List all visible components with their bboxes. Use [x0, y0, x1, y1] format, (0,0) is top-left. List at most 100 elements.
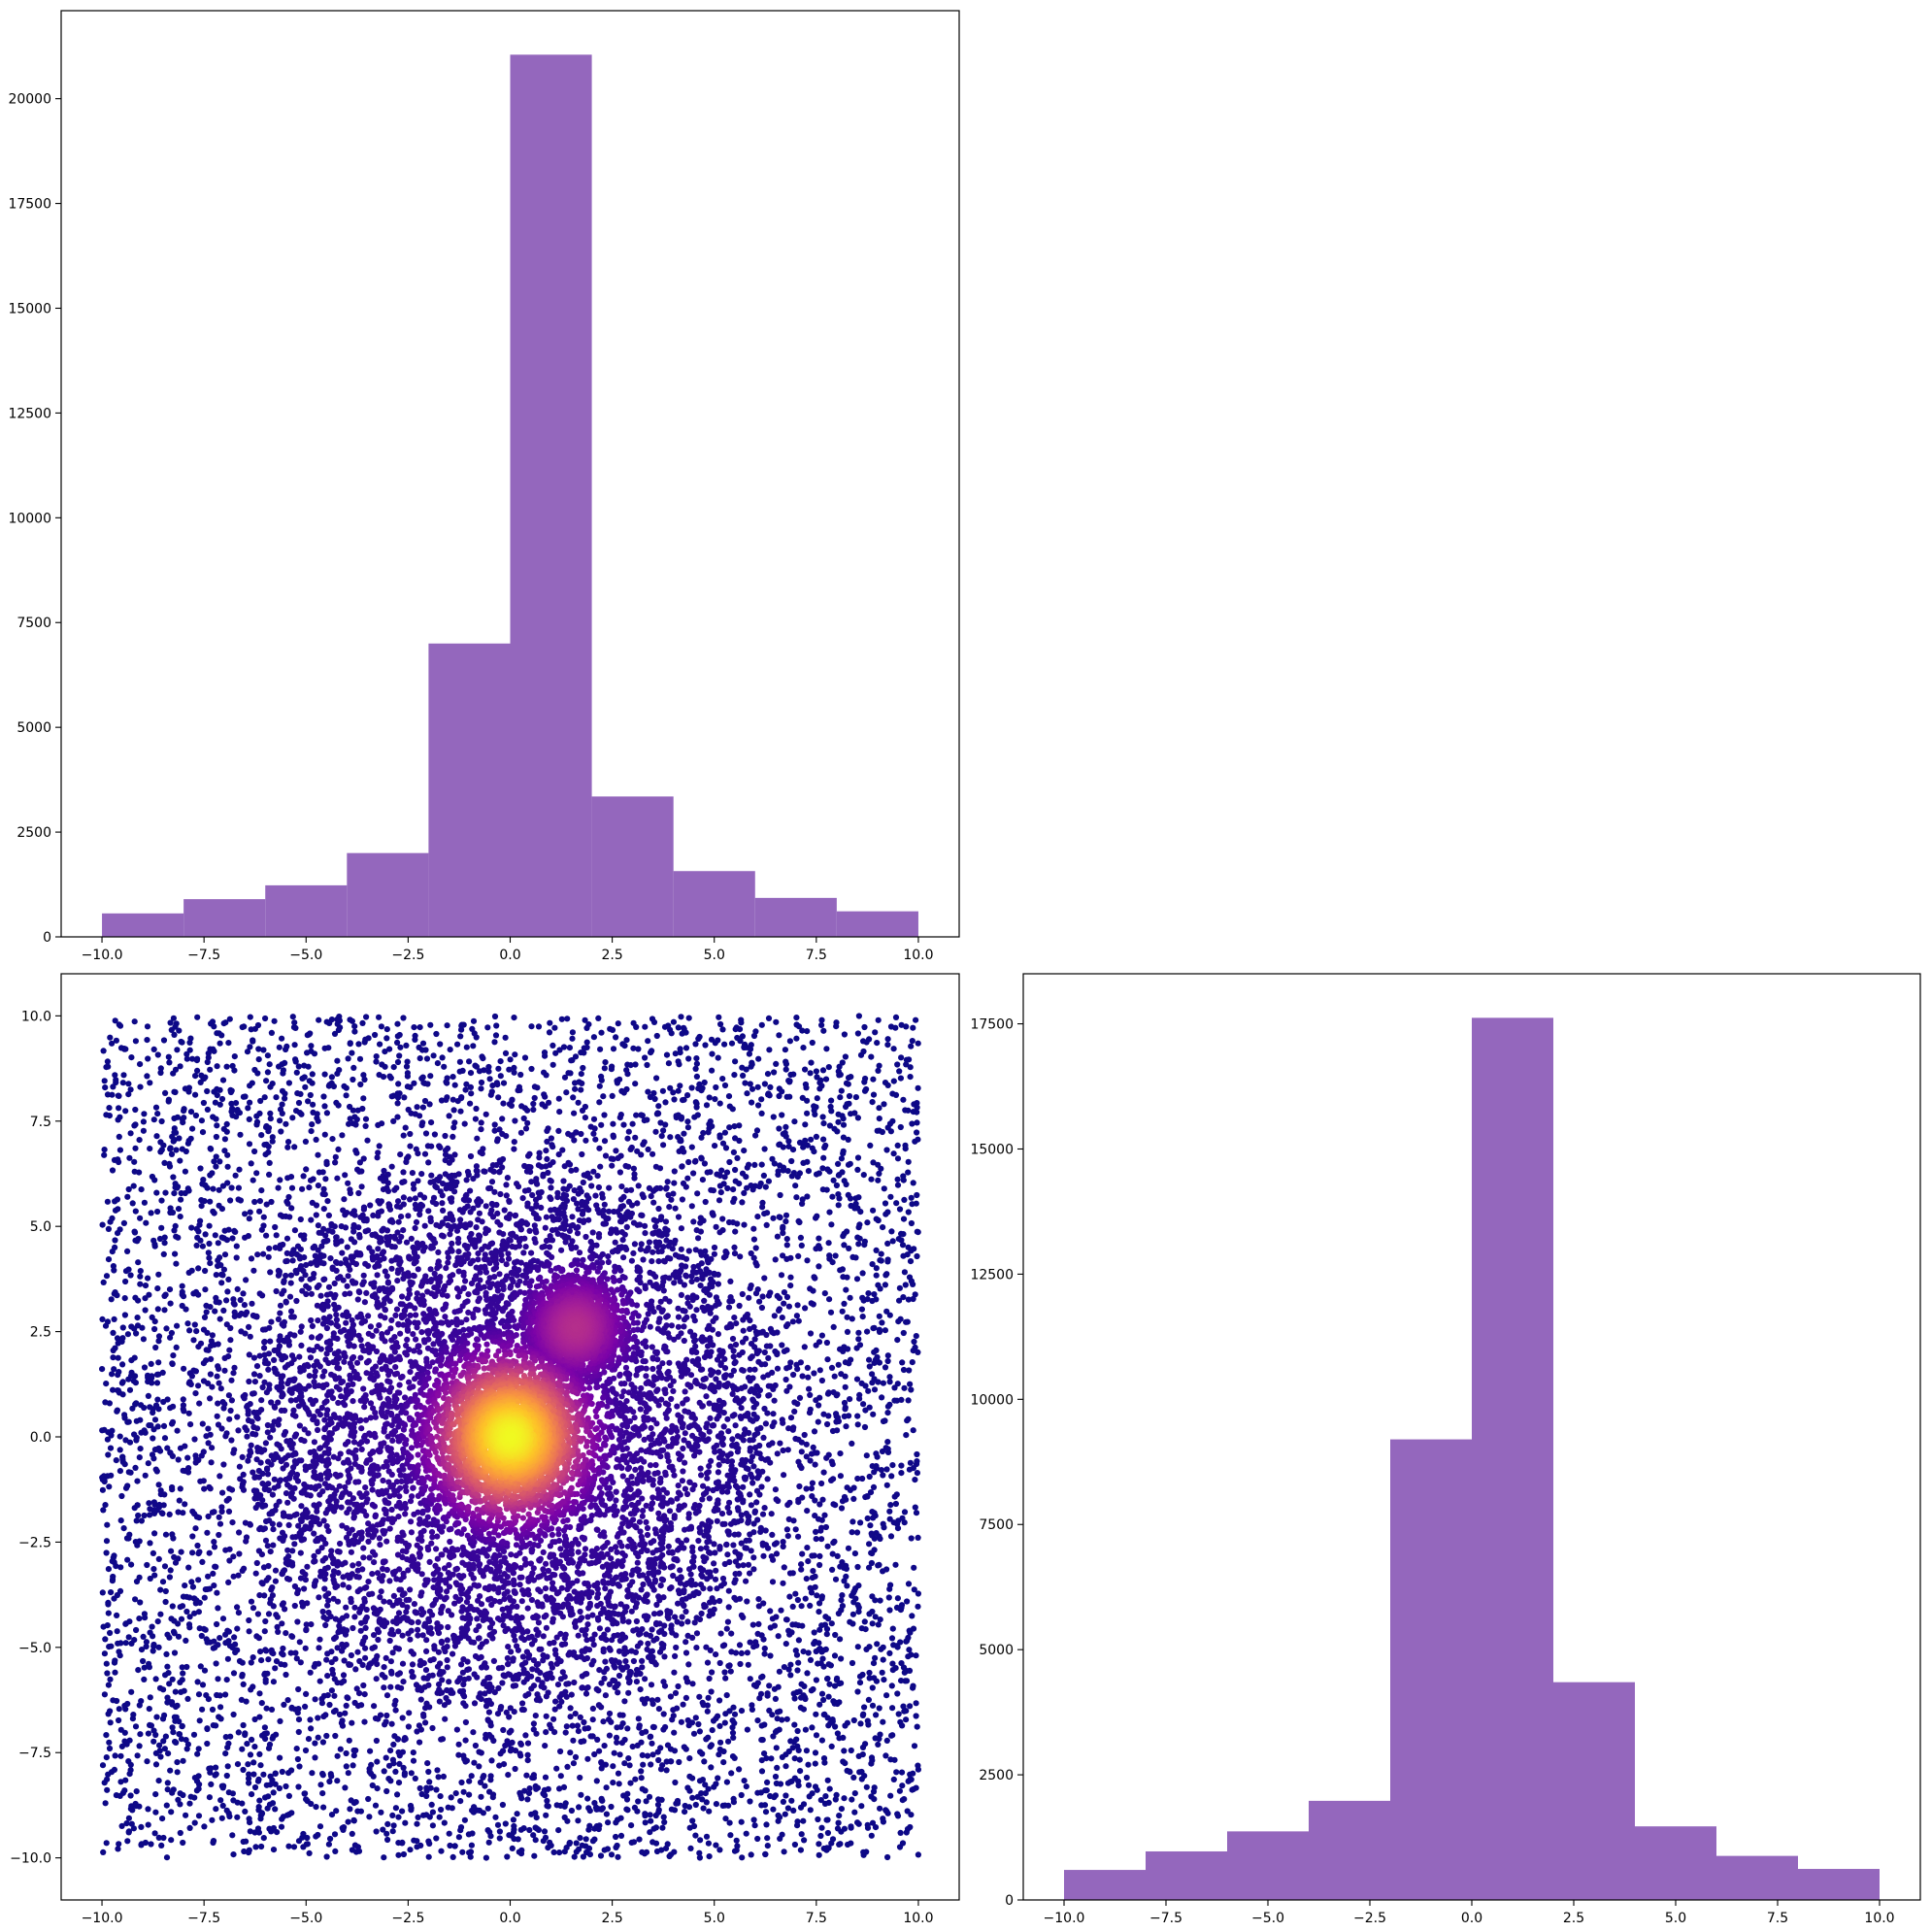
scatter-point — [189, 1055, 196, 1062]
scatter-point — [379, 1672, 385, 1679]
scatter-point — [755, 1603, 762, 1610]
scatter-point — [428, 1143, 435, 1149]
scatter-point — [390, 1741, 397, 1748]
scatter-point — [334, 1057, 341, 1064]
scatter-point — [117, 1779, 124, 1785]
scatter-point — [827, 1309, 835, 1316]
scatter-point — [145, 1275, 151, 1282]
scatter-point — [166, 1286, 174, 1293]
scatter-point — [809, 1790, 816, 1797]
scatter-point — [844, 1314, 850, 1320]
scatter-point — [546, 1029, 553, 1036]
scatter-point — [246, 1351, 252, 1358]
scatter-point — [160, 1250, 167, 1257]
scatter-point — [236, 1166, 243, 1173]
scatter-point — [124, 1248, 131, 1254]
scatter-point — [528, 1065, 535, 1073]
scatter-point — [716, 1183, 724, 1189]
scatter-point — [311, 1050, 318, 1057]
scatter-point — [907, 1258, 915, 1265]
scatter-point — [221, 1136, 228, 1143]
scatter-point — [670, 1089, 677, 1096]
scatter-point — [151, 1325, 158, 1333]
scatter-point — [467, 1070, 475, 1077]
scatter-point — [114, 1628, 120, 1635]
scatter-point — [849, 1592, 855, 1599]
scatter-point — [871, 1469, 878, 1476]
scatter-point — [303, 1166, 310, 1173]
scatter-point — [835, 1202, 842, 1209]
scatter-point — [188, 1579, 195, 1585]
scatter-point — [160, 1502, 167, 1509]
scatter-point — [245, 1411, 251, 1417]
scatter-point — [162, 1598, 169, 1606]
scatter-point — [115, 1354, 121, 1361]
scatter-point — [835, 1118, 842, 1125]
scatter-point — [407, 1847, 414, 1853]
scatter-point — [870, 1660, 878, 1667]
scatter-point — [907, 1703, 914, 1710]
scatter-point — [204, 1725, 211, 1732]
scatter-point — [791, 1841, 799, 1849]
scatter-point — [683, 1639, 689, 1646]
scatter-point — [616, 1115, 623, 1121]
scatter-point — [793, 1313, 801, 1319]
scatter-point — [305, 1736, 313, 1743]
scatter-point — [461, 1120, 468, 1127]
scatter-point — [782, 1047, 789, 1053]
scatter-point — [724, 1618, 732, 1625]
scatter-point — [631, 1175, 638, 1182]
scatter-point — [394, 1094, 402, 1101]
scatter-point — [354, 1649, 361, 1655]
scatter-point — [460, 1700, 467, 1707]
scatter-point — [290, 1844, 298, 1850]
scatter-point — [835, 1819, 842, 1826]
scatter-point — [831, 1682, 839, 1689]
scatter-point — [302, 1083, 309, 1090]
scatter-point — [326, 1778, 333, 1785]
scatter-point — [385, 1776, 392, 1782]
scatter-point — [467, 1083, 474, 1090]
scatter-point — [821, 1759, 828, 1766]
scatter-point — [188, 1224, 195, 1231]
scatter-point — [153, 1133, 160, 1140]
scatter-point — [340, 1672, 348, 1679]
scatter-point — [793, 1035, 800, 1042]
scatter-point — [121, 1312, 128, 1318]
scatter-point — [162, 1291, 169, 1298]
scatter-point — [151, 1243, 158, 1249]
scatter-point — [845, 1545, 852, 1551]
scatter-point — [250, 1759, 257, 1766]
scatter-point — [472, 1116, 479, 1122]
scatter-point — [821, 1800, 829, 1807]
scatter-point — [843, 1286, 849, 1293]
scatter-point — [316, 1645, 322, 1651]
scatter-point — [155, 1359, 162, 1366]
scatter-point — [160, 1834, 167, 1842]
scatter-point — [399, 1749, 406, 1755]
scatter-point — [158, 1224, 165, 1231]
scatter-point — [120, 1525, 127, 1532]
scatter-point — [868, 1832, 875, 1839]
scatter-point — [253, 1363, 261, 1370]
scatter-point — [867, 1142, 874, 1149]
scatter-point — [854, 1030, 862, 1037]
scatter-point — [828, 1108, 835, 1115]
scatter-point — [913, 1510, 920, 1516]
scatter-point — [543, 1729, 549, 1736]
scatter-point — [356, 1055, 364, 1062]
scatter-point — [771, 1541, 779, 1548]
scatter-point — [769, 1579, 777, 1585]
scatter-point — [213, 1764, 219, 1771]
scatter-point — [183, 1055, 190, 1062]
scatter-point — [577, 1714, 583, 1720]
scatter-point — [610, 1780, 616, 1786]
scatter-point — [715, 1775, 721, 1782]
scatter-point — [394, 1791, 401, 1798]
scatter-point — [623, 1806, 630, 1813]
scatter-point — [870, 1091, 878, 1098]
scatter-point — [802, 1726, 810, 1733]
scatter-point — [642, 1023, 649, 1030]
scatter-point — [215, 1676, 221, 1682]
scatter-point — [487, 1091, 494, 1098]
